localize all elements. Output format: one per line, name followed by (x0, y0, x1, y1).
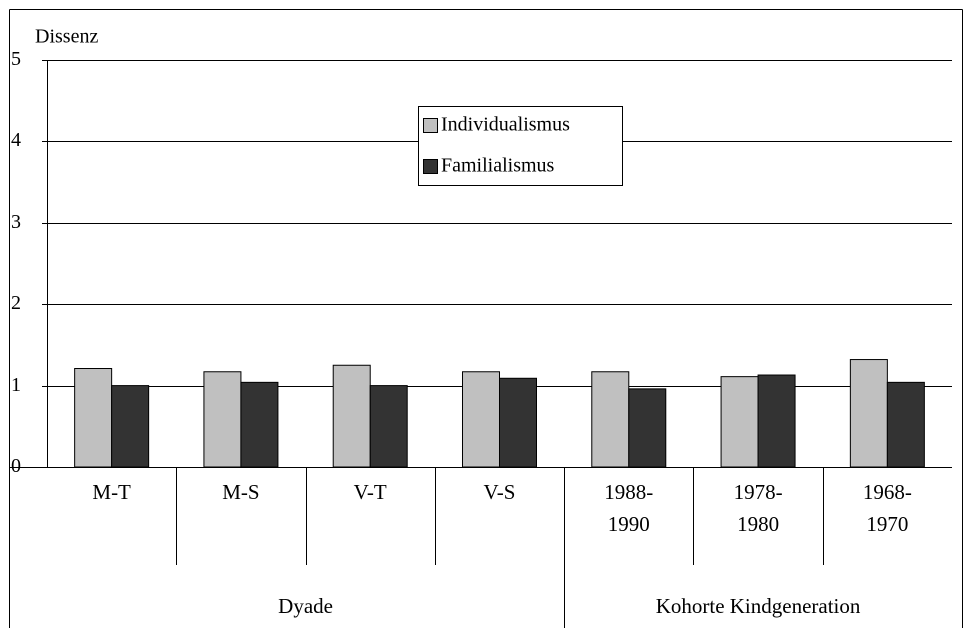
bar (462, 371, 500, 468)
y-tick-label: 1 (11, 374, 21, 396)
bar (591, 371, 630, 468)
y-tick-label: 4 (11, 129, 21, 151)
bar (111, 385, 150, 468)
legend: Individualismus Familialismus (418, 106, 623, 186)
bar (203, 371, 242, 468)
x-tick-label: 1968- 1970 (862, 480, 912, 536)
bar (757, 374, 796, 468)
y-tick-label: 3 (11, 211, 21, 233)
x-tick-label: V-T (353, 480, 387, 504)
bar (332, 364, 371, 468)
bar (369, 385, 408, 468)
legend-swatch (423, 159, 438, 174)
legend-box (418, 106, 623, 186)
legend-label: Individualismus (441, 114, 570, 136)
x-tick-label: 1978- 1980 (733, 480, 783, 536)
bar (74, 368, 113, 468)
bar (240, 381, 279, 468)
bar (849, 359, 888, 468)
legend-swatch (423, 118, 438, 133)
bar (628, 388, 667, 468)
bar (720, 376, 759, 468)
bar (499, 377, 537, 468)
y-axis-label: Dissenz (35, 26, 98, 48)
group-label: Dyade (278, 594, 333, 618)
x-tick-label: V-S (483, 480, 516, 504)
y-tick-label: 2 (11, 292, 21, 314)
bar (886, 381, 925, 468)
x-tick-label: M-T (92, 480, 131, 504)
x-tick-label: 1988- 1990 (604, 480, 654, 536)
x-tick-label: M-S (222, 480, 260, 504)
y-tick-label: 5 (11, 48, 21, 70)
group-label: Kohorte Kindgeneration (655, 594, 861, 618)
y-tick-label: 0 (11, 455, 21, 477)
legend-label: Familialismus (441, 155, 555, 177)
